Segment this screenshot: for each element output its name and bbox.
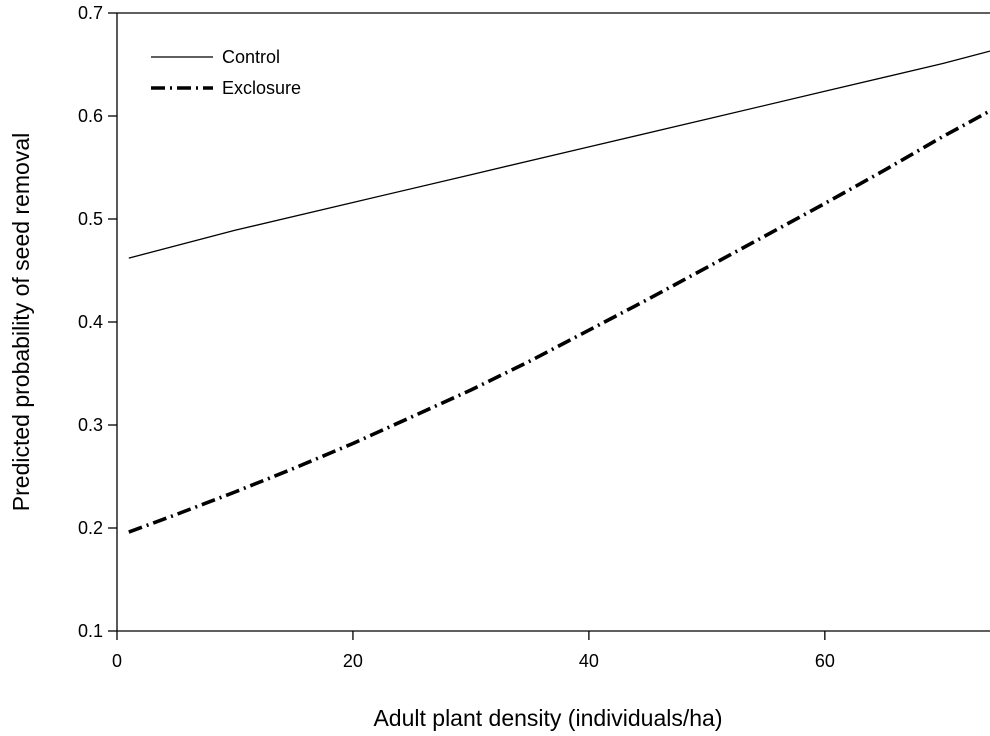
- y-tick-label: 0.5: [78, 209, 103, 229]
- y-tick-label: 0.1: [78, 621, 103, 641]
- series-line-control: [128, 50, 990, 259]
- legend-label-exclosure: Exclosure: [222, 78, 301, 98]
- series-line-exclosure: [128, 109, 990, 534]
- x-axis-title: Adult plant density (individuals/ha): [373, 705, 722, 731]
- axes: 0 20 40 60 0.1 0.2 0.3 0.4 0.5 0.6 0.7: [78, 3, 990, 671]
- legend-label-control: Control: [222, 47, 280, 67]
- y-tick-label: 0.3: [78, 415, 103, 435]
- series-layer: [128, 50, 990, 534]
- y-tick-label: 0.2: [78, 518, 103, 538]
- y-tick-label: 0.7: [78, 3, 103, 23]
- x-tick-label: 20: [343, 651, 363, 671]
- y-tick-label: 0.4: [78, 312, 103, 332]
- y-axis-title: Predicted probability of seed removal: [8, 133, 34, 511]
- x-tick-label: 40: [579, 651, 599, 671]
- y-tick-label: 0.6: [78, 106, 103, 126]
- x-tick-label: 0: [112, 651, 122, 671]
- x-tick-label: 60: [815, 651, 835, 671]
- legend: Control Exclosure: [151, 47, 301, 98]
